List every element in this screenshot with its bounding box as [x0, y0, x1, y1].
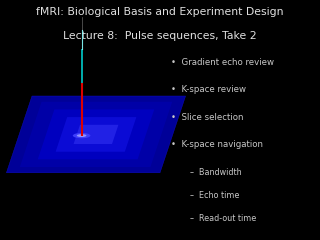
Text: •  K-space review: • K-space review	[171, 85, 246, 94]
Polygon shape	[74, 125, 118, 144]
Ellipse shape	[73, 133, 90, 138]
Text: •  K-space navigation: • K-space navigation	[171, 140, 263, 149]
Polygon shape	[6, 96, 186, 173]
Ellipse shape	[77, 134, 86, 137]
Polygon shape	[56, 117, 136, 152]
Text: fMRI: Biological Basis and Experiment Design: fMRI: Biological Basis and Experiment De…	[36, 7, 284, 17]
Text: Lecture 8:  Pulse sequences, Take 2: Lecture 8: Pulse sequences, Take 2	[63, 31, 257, 41]
Text: –  Read-out time: – Read-out time	[190, 214, 257, 223]
Text: •  Gradient echo review: • Gradient echo review	[171, 58, 274, 66]
Text: –  Echo time: – Echo time	[190, 191, 240, 200]
Polygon shape	[38, 109, 154, 159]
Text: –  Bandwidth: – Bandwidth	[190, 168, 242, 177]
Text: •  Slice selection: • Slice selection	[171, 113, 244, 122]
Polygon shape	[20, 102, 172, 167]
